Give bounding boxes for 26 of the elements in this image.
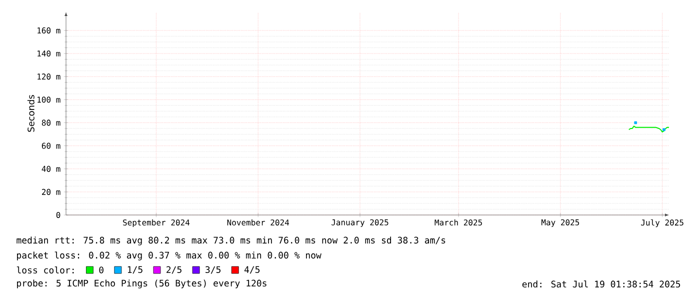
text: end: Sat Jul 19 01:38:54 2025 — [522, 280, 680, 288]
y-tick-label: 80 m — [42, 120, 60, 126]
y-tick-label: 160 m — [38, 27, 60, 34]
y-tick-label: 60 m — [42, 142, 60, 149]
x-tick-label: July 2025 — [641, 219, 684, 228]
y-axis-title: Seconds — [27, 95, 34, 132]
legend-label: 2/5 — [166, 266, 182, 274]
x-tick-label: May 2025 — [541, 219, 580, 227]
y-tick-label: 0 — [56, 212, 60, 218]
text: probe: 5 ICMP Echo Pings (56 Bytes) every 120s — [17, 280, 266, 288]
legend-title: loss color: — [16, 266, 74, 274]
legend-label: 1/5 — [128, 266, 142, 274]
legend-label: 4/5 — [244, 266, 260, 274]
y-tick-label: 140 m — [38, 50, 60, 57]
x-tick-label: November 2024 — [227, 219, 290, 226]
y-tick-label: 40 m — [42, 166, 60, 172]
x-tick-label: March 2025 — [434, 219, 482, 226]
legend-label: 0 — [99, 266, 104, 274]
text: packet loss: 0.02 % avg 0.37 % max 0.00 % min 0.00 % now — [17, 252, 322, 260]
x-tick-label: January 2025 — [332, 219, 388, 227]
text: median rtt: 75.8 ms avg 80.2 ms max 73.0 ms min 76.0 ms now 2.0 ms sd 38.3 am/s — [16, 236, 446, 246]
y-tick-label: 20 m — [42, 188, 60, 195]
x-tick-label: September 2024 — [123, 219, 190, 228]
y-tick-label: 100 m — [38, 96, 60, 103]
y-tick-label: 120 m — [38, 74, 60, 80]
legend-label: 3/5 — [206, 266, 220, 274]
